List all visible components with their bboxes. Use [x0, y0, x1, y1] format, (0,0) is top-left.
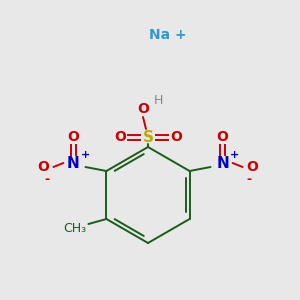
Text: O: O	[114, 130, 126, 144]
Text: N: N	[216, 155, 229, 170]
Text: CH₃: CH₃	[63, 223, 86, 236]
Text: S: S	[142, 130, 154, 145]
Text: Na +: Na +	[149, 28, 187, 42]
Text: -: -	[246, 172, 251, 185]
Text: H: H	[153, 94, 163, 107]
Text: O: O	[170, 130, 182, 144]
Text: O: O	[247, 160, 259, 174]
Text: N: N	[67, 155, 80, 170]
Text: O: O	[217, 130, 229, 144]
Text: +: +	[230, 150, 239, 160]
Text: +: +	[81, 150, 90, 160]
Text: O: O	[38, 160, 50, 174]
Text: -: -	[45, 172, 50, 185]
Text: O: O	[68, 130, 80, 144]
Text: O: O	[137, 102, 149, 116]
